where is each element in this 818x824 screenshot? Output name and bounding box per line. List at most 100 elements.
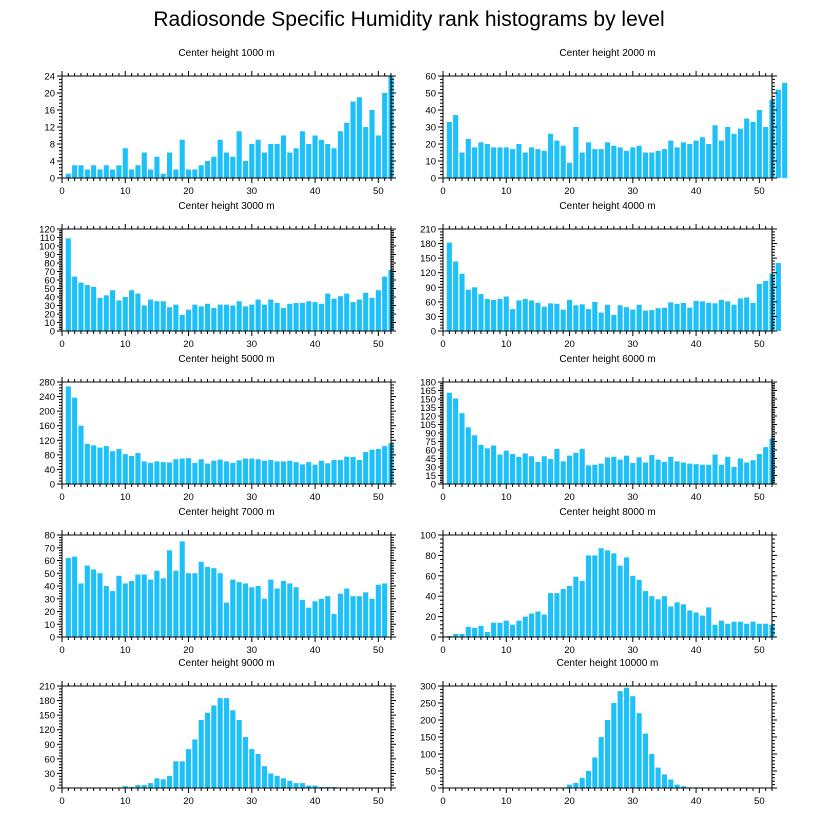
histogram-bar (192, 739, 198, 788)
histogram-bar (129, 169, 135, 178)
histogram-bar (680, 302, 686, 331)
histogram-bar (668, 606, 674, 637)
histogram-bar (623, 455, 630, 484)
histogram-bar (160, 173, 166, 178)
histogram-bar (312, 135, 318, 178)
histogram-bar (529, 300, 535, 331)
histogram-bar (154, 156, 160, 178)
y-tick-label: 70 (44, 543, 55, 554)
histogram-bar (712, 454, 718, 484)
histogram-bar (554, 140, 560, 178)
x-tick-label: 50 (754, 339, 765, 350)
y-tick-label: 50 (425, 767, 436, 778)
histogram-bar (573, 305, 579, 331)
y-tick-label: 150 (420, 395, 436, 406)
x-tick-label: 50 (373, 796, 384, 807)
x-tick-label: 30 (628, 645, 639, 656)
histogram-bar (522, 152, 528, 178)
histogram-bar (356, 299, 362, 331)
histogram-bar (478, 444, 484, 484)
histogram-bar (510, 453, 516, 484)
histogram-bar (236, 131, 242, 178)
histogram-bar (103, 165, 109, 178)
histogram-bar (337, 459, 343, 484)
histogram-bar (103, 446, 109, 484)
histogram-bar (598, 312, 604, 331)
histogram-bar (706, 607, 712, 637)
histogram-panel: Center height 7000 m0 10 20 30 40 50010203040… (44, 507, 396, 656)
histogram-bar (230, 710, 236, 788)
x-tick-label: 10 (501, 186, 512, 197)
histogram-bar (261, 460, 268, 484)
histogram-bar (154, 301, 160, 331)
histogram-bar (446, 635, 452, 637)
histogram-bar (453, 398, 459, 484)
histogram-bar (541, 456, 547, 484)
y-tick-label: 180 (39, 696, 55, 707)
histogram-bar (217, 698, 223, 788)
histogram-bar (598, 737, 604, 788)
y-tick-label: 60 (44, 754, 55, 765)
histogram-bar (350, 101, 356, 178)
histogram-bar (148, 169, 154, 178)
histogram-bar (72, 397, 78, 484)
x-tick-label: 20 (183, 645, 194, 656)
histogram-bar (554, 448, 560, 484)
histogram-bar (173, 169, 179, 178)
histogram-bar (712, 125, 718, 178)
x-tick-label: 10 (501, 492, 512, 503)
histogram-panel: Center height 8000 m 0 10 20 30 40 50 0 20 40 60 80… (420, 507, 777, 656)
histogram-bar (325, 293, 331, 331)
histogram-bar (579, 304, 585, 331)
histogram-bar (217, 573, 223, 637)
histogram-bar (491, 622, 497, 637)
histogram-bar (198, 306, 204, 331)
histogram-bar (617, 147, 623, 178)
histogram-bar (680, 462, 686, 484)
histogram-panel: Center height 1000 m 0 10 20 30 40 50 0 4 8 12 16 20… (44, 48, 396, 197)
histogram-bar (617, 565, 623, 637)
histogram-bar (687, 463, 693, 484)
histogram-bar (737, 298, 743, 331)
histogram-bar (242, 583, 249, 637)
x-tick-label: 20 (183, 796, 194, 807)
histogram-bar (274, 588, 280, 637)
y-tick-label: 0 (50, 633, 55, 644)
histogram-bar (166, 307, 173, 331)
histogram-bar (750, 121, 756, 178)
histogram-bar (230, 305, 236, 331)
y-tick-label: 70 (44, 267, 55, 278)
histogram-bar (642, 591, 649, 637)
histogram-bar (775, 89, 781, 178)
histogram-bar (268, 459, 274, 484)
histogram-bar (72, 276, 78, 331)
y-tick-label: 0 (50, 327, 55, 338)
histogram-bar (331, 298, 337, 331)
histogram-bar (249, 749, 255, 788)
histogram-bar (97, 169, 103, 178)
x-tick-label: 0 (440, 645, 445, 656)
x-tick-label: 50 (373, 492, 384, 503)
x-tick-label: 20 (183, 339, 194, 350)
histogram-bar (185, 458, 192, 484)
histogram-bar (230, 579, 236, 638)
histogram-bar (585, 465, 592, 484)
histogram-bar (630, 147, 636, 178)
histogram-bar (636, 304, 642, 331)
histogram-bar (636, 457, 642, 484)
histogram-bar (725, 301, 731, 331)
histogram-bar (573, 127, 579, 178)
x-tick-label: 40 (691, 339, 702, 350)
histogram-bar (630, 696, 636, 788)
histogram-bar (192, 573, 198, 637)
x-tick-label: 20 (564, 339, 575, 350)
histogram-bar (598, 463, 604, 484)
histogram-bar (756, 110, 762, 178)
x-tick-label: 40 (691, 796, 702, 807)
y-tick-label: 150 (420, 254, 436, 265)
histogram-bar (84, 443, 90, 484)
histogram-bar (718, 140, 724, 178)
histogram-bar (566, 299, 573, 331)
histogram-bar (674, 602, 680, 637)
y-tick-label: 40 (425, 106, 436, 117)
